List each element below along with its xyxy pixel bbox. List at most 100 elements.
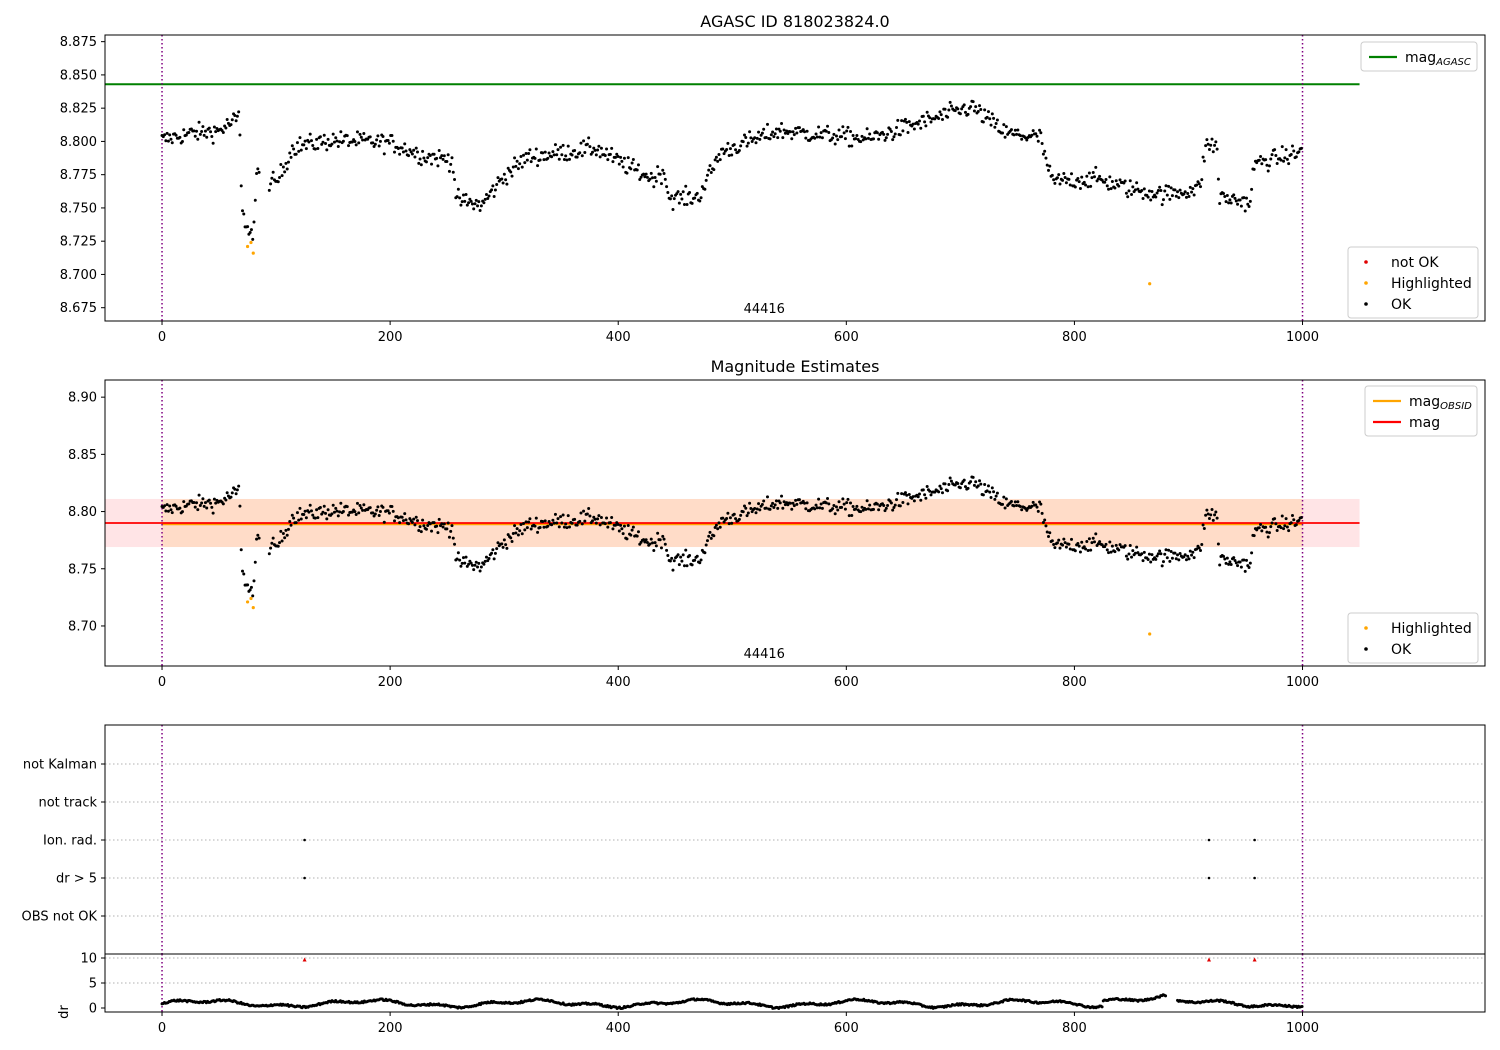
ok-point (269, 182, 273, 186)
ok-point (528, 148, 532, 152)
ok-point (868, 132, 872, 136)
ok-point (267, 188, 271, 192)
ok-point (559, 515, 563, 519)
highlighted-point (251, 251, 255, 255)
ok-point (639, 175, 643, 179)
ok-point (192, 129, 196, 133)
ok-point (1082, 545, 1086, 549)
ok-point (1108, 540, 1112, 544)
ok-point (510, 539, 514, 543)
ok-point (270, 176, 274, 180)
ok-point (1064, 181, 1068, 185)
ok-point (755, 136, 759, 140)
legend-label: Highlighted (1391, 276, 1472, 292)
ok-point (981, 120, 985, 124)
ok-point (699, 196, 703, 200)
ok-point (993, 497, 997, 501)
ok-point (529, 527, 533, 531)
chart-title: AGASC ID 818023824.0 (700, 12, 889, 31)
ok-point (449, 162, 453, 166)
ok-point (1076, 176, 1080, 180)
ok-point (753, 506, 757, 510)
ok-point (1062, 172, 1066, 176)
ok-point (235, 114, 239, 118)
ok-point (1109, 187, 1113, 191)
ok-point (1094, 532, 1098, 536)
ok-point (552, 521, 556, 525)
ok-point (1242, 196, 1246, 200)
ok-point (1040, 141, 1044, 145)
ok-point (400, 515, 404, 519)
ok-point (865, 127, 869, 131)
ok-point (1206, 142, 1210, 146)
ok-point (1150, 189, 1154, 193)
ok-point (893, 132, 897, 136)
ok-point (818, 506, 822, 510)
ok-point (1004, 497, 1008, 501)
ok-point (764, 135, 768, 139)
ok-point (1275, 161, 1279, 165)
ok-point (737, 148, 741, 152)
ok-point (635, 534, 639, 538)
x-tick-label: 200 (378, 1021, 403, 1036)
ok-point (891, 138, 895, 142)
ok-point (771, 130, 775, 134)
ok-point (1213, 143, 1217, 147)
ok-point (1098, 174, 1102, 178)
ok-point (1047, 168, 1051, 172)
ok-point (174, 133, 178, 137)
ok-point (615, 152, 619, 156)
ok-point (1264, 158, 1268, 162)
ok-point (765, 495, 769, 499)
ok-point (513, 156, 517, 160)
ok-point (905, 493, 909, 497)
dr-point (1164, 994, 1168, 998)
ok-point (251, 594, 255, 598)
ok-point (212, 497, 216, 501)
ok-point (358, 504, 362, 508)
ok-point (782, 500, 786, 504)
ok-point (606, 158, 610, 162)
ok-point (410, 520, 414, 524)
ok-point (1290, 144, 1294, 148)
ok-point (550, 523, 554, 527)
ok-point (195, 129, 199, 133)
ok-point (168, 133, 172, 137)
ok-point (721, 516, 725, 520)
ok-point (827, 131, 831, 135)
ok-point (1279, 526, 1283, 530)
ok-point (377, 514, 381, 518)
ok-point (773, 132, 777, 136)
ok-point (866, 136, 870, 140)
ok-point (648, 177, 652, 181)
ok-point (707, 534, 711, 538)
ok-point (1174, 557, 1178, 561)
ok-point (1092, 540, 1096, 544)
ok-point (316, 146, 320, 150)
ok-point (479, 565, 483, 569)
ok-point (1061, 543, 1065, 547)
ok-point (631, 158, 635, 162)
ok-point (393, 150, 397, 154)
ok-point (575, 523, 579, 527)
ok-point (1084, 183, 1088, 187)
y-tick-label: 8.80 (68, 505, 97, 520)
ok-point (240, 569, 244, 573)
ok-point (703, 551, 707, 555)
ok-point (1150, 553, 1154, 557)
ok-point (680, 197, 684, 201)
ok-point (744, 136, 748, 140)
ok-point (1234, 199, 1238, 203)
ok-point (978, 479, 982, 483)
ok-point (1285, 525, 1289, 529)
ok-point (1002, 123, 1006, 127)
ok-point (496, 541, 500, 545)
ok-point (516, 167, 520, 171)
ok-point (1123, 179, 1127, 183)
ok-point (461, 556, 465, 560)
ok-point (470, 202, 474, 206)
ok-point (758, 137, 762, 141)
ok-point (797, 126, 801, 130)
ok-point (1062, 537, 1066, 541)
ok-point (1009, 128, 1013, 132)
